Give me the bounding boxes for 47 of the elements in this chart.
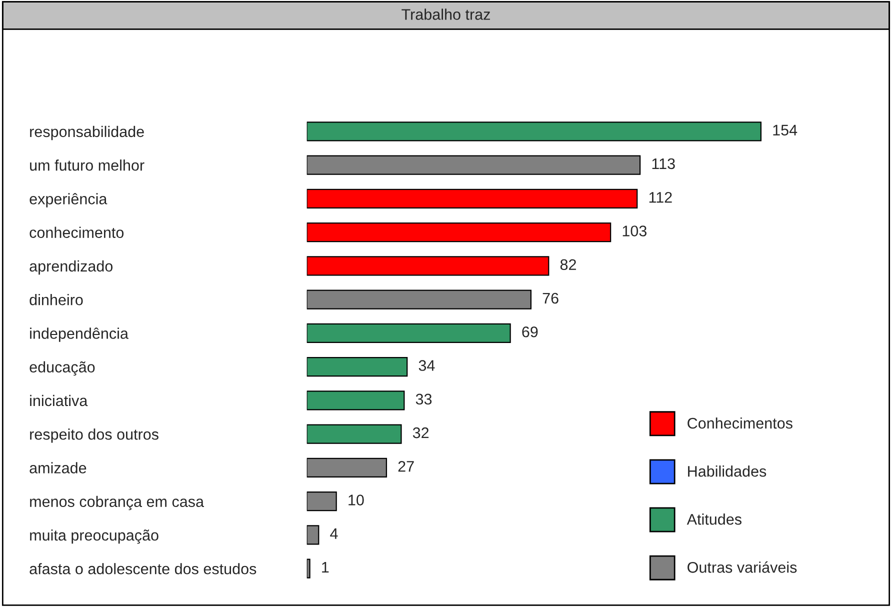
data-label: 82 [560,259,576,270]
y-tick-label: menos cobrança em casa [30,496,204,510]
y-tick-label: afasta o adolescente dos estudos [30,563,256,574]
data-label: 113 [652,158,675,170]
data-label: 33 [416,394,432,405]
bar [306,188,638,208]
y-tick-label: muita preocupação [30,529,158,544]
data-label: 34 [418,360,435,371]
data-label: 1 [322,562,329,573]
data-label: 76 [542,292,558,304]
data-label: 69 [522,326,538,338]
y-tick-label: respeito dos outros [30,428,158,443]
y-tick-label: experiência [30,193,108,208]
data-label: 154 [773,124,798,136]
data-label: 32 [412,427,429,438]
y-tick-label: amizade [30,462,86,474]
bar [306,424,402,444]
data-label: 103 [622,226,646,236]
legend-label: Habilidades [688,466,766,477]
legend-label: Conhecimentos [688,417,792,429]
legend-label: Outras variáveis [688,561,797,573]
bar [306,558,310,578]
y-tick-label: aprendizado [30,260,113,275]
bar [306,155,641,175]
bar [306,492,337,512]
bar [306,390,405,410]
bar [306,525,320,545]
data-label: 10 [348,494,364,506]
bar [306,357,408,377]
data-label: 27 [398,461,414,472]
legend-label: Atitudes [686,514,742,525]
y-tick-label: iniciativa [30,394,88,406]
y-tick-label: dinheiro [30,294,83,306]
y-tick-label: educação [30,361,95,376]
bar [306,122,762,142]
bar [306,323,511,343]
y-tick-label: conhecimento [30,226,124,238]
y-tick-label: independência [30,328,128,342]
data-label: 4 [330,528,338,539]
chart-title: Trabalho traz [402,8,490,20]
bar [306,290,532,310]
data-label: 112 [649,192,672,203]
y-tick-label: um futuro melhor [30,160,144,171]
bar [306,222,612,242]
y-tick-label: responsabilidade [30,126,144,140]
bar [306,458,388,478]
bar [306,256,550,276]
